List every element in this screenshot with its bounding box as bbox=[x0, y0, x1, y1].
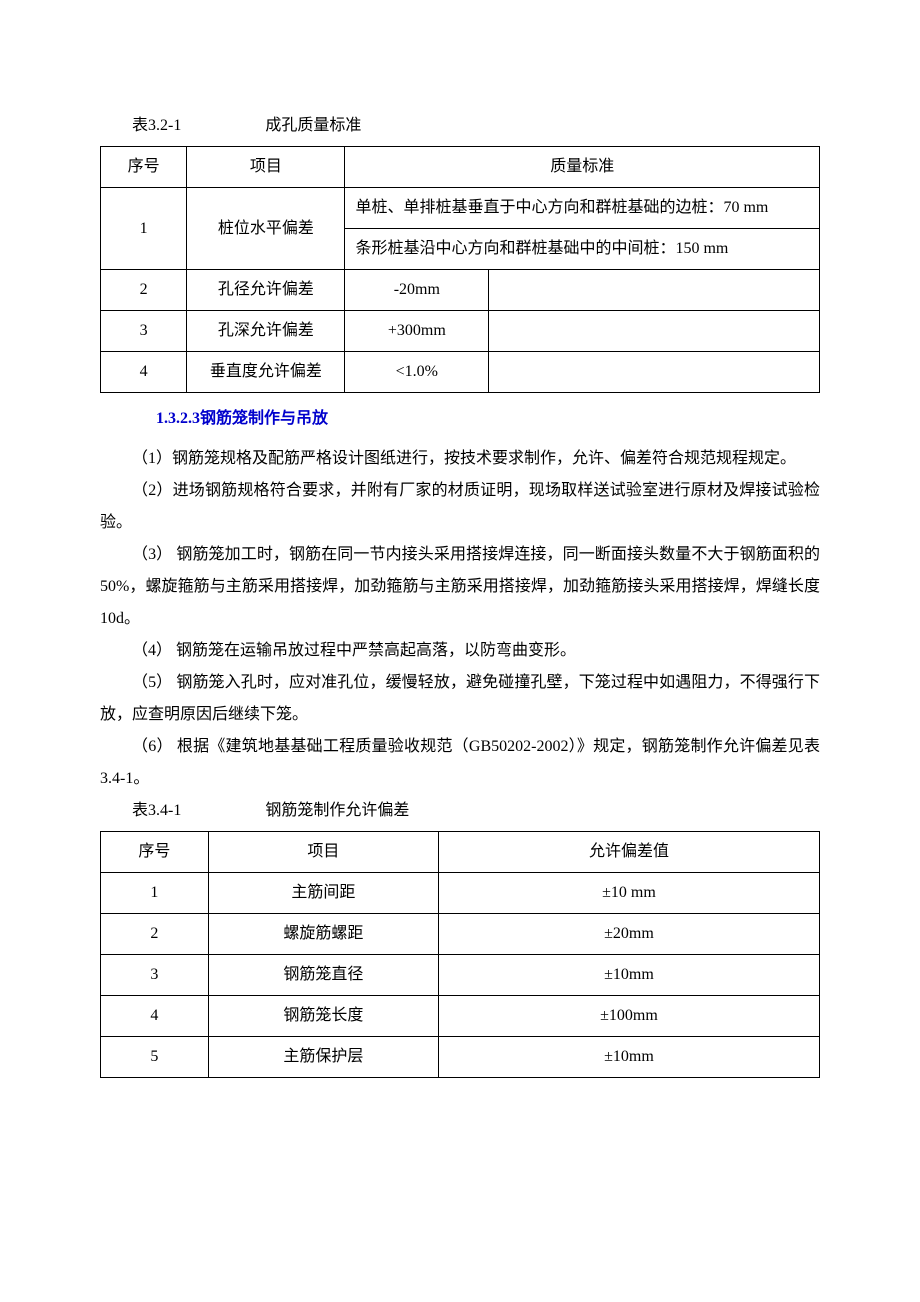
table1: 序号 项目 质量标准 1 桩位水平偏差 单桩、单排桩基垂直于中心方向和群桩基础的… bbox=[100, 146, 820, 393]
paragraph: （5） 钢筋笼入孔时，应对准孔位，缓慢轻放，避免碰撞孔壁，下笼过程中如遇阻力，不… bbox=[100, 667, 820, 731]
table2-caption: 表3.4-1 钢筋笼制作允许偏差 bbox=[100, 795, 820, 827]
table-row: 1 主筋间距 ±10 mm bbox=[101, 873, 820, 914]
t2-h3: 允许偏差值 bbox=[438, 832, 819, 873]
t1-r4-empty bbox=[489, 352, 820, 393]
table1-caption-num: 表3.2-1 bbox=[132, 117, 181, 134]
t2-r4-no: 4 bbox=[101, 996, 209, 1037]
table-row: 序号 项目 质量标准 bbox=[101, 147, 820, 188]
paragraph: （2）进场钢筋规格符合要求，并附有厂家的材质证明，现场取样送试验室进行原材及焊接… bbox=[100, 475, 820, 539]
table-row: 3 孔深允许偏差 +300mm bbox=[101, 311, 820, 352]
t1-r3-no: 3 bbox=[101, 311, 187, 352]
paragraph: （4） 钢筋笼在运输吊放过程中严禁高起高落，以防弯曲变形。 bbox=[100, 635, 820, 667]
t2-r3-item: 钢筋笼直径 bbox=[208, 955, 438, 996]
t1-r4-no: 4 bbox=[101, 352, 187, 393]
table-row: 2 螺旋筋螺距 ±20mm bbox=[101, 914, 820, 955]
table-row: 序号 项目 允许偏差值 bbox=[101, 832, 820, 873]
t2-r2-val: ±20mm bbox=[438, 914, 819, 955]
table2-caption-title: 钢筋笼制作允许偏差 bbox=[265, 802, 409, 819]
t2-r3-val: ±10mm bbox=[438, 955, 819, 996]
table2-caption-num: 表3.4-1 bbox=[132, 802, 181, 819]
paragraph: （6） 根据《建筑地基基础工程质量验收规范（GB50202-2002）》规定，钢… bbox=[100, 731, 820, 795]
table-row: 4 垂直度允许偏差 <1.0% bbox=[101, 352, 820, 393]
table-row: 1 桩位水平偏差 单桩、单排桩基垂直于中心方向和群桩基础的边桩：70 mm bbox=[101, 188, 820, 229]
section-heading: 1.3.2.3钢筋笼制作与吊放 bbox=[100, 403, 820, 435]
t2-h2: 项目 bbox=[208, 832, 438, 873]
t1-r3-std: +300mm bbox=[345, 311, 489, 352]
t2-h1: 序号 bbox=[101, 832, 209, 873]
t1-r2-std: -20mm bbox=[345, 270, 489, 311]
t1-r1-item: 桩位水平偏差 bbox=[187, 188, 345, 270]
t2-r4-item: 钢筋笼长度 bbox=[208, 996, 438, 1037]
document-page: 表3.2-1 成孔质量标准 序号 项目 质量标准 1 桩位水平偏差 单桩、单排桩… bbox=[0, 0, 920, 1302]
table-row: 5 主筋保护层 ±10mm bbox=[101, 1037, 820, 1078]
t2-r3-no: 3 bbox=[101, 955, 209, 996]
table1-h3: 质量标准 bbox=[345, 147, 820, 188]
table2: 序号 项目 允许偏差值 1 主筋间距 ±10 mm 2 螺旋筋螺距 ±20mm … bbox=[100, 831, 820, 1078]
table-row: 4 钢筋笼长度 ±100mm bbox=[101, 996, 820, 1037]
t2-r4-val: ±100mm bbox=[438, 996, 819, 1037]
t2-r5-item: 主筋保护层 bbox=[208, 1037, 438, 1078]
t2-r2-item: 螺旋筋螺距 bbox=[208, 914, 438, 955]
table-row: 2 孔径允许偏差 -20mm bbox=[101, 270, 820, 311]
t1-r2-no: 2 bbox=[101, 270, 187, 311]
t1-r1-std-a: 单桩、单排桩基垂直于中心方向和群桩基础的边桩：70 mm bbox=[345, 188, 820, 229]
table-row: 3 钢筋笼直径 ±10mm bbox=[101, 955, 820, 996]
t1-r2-item: 孔径允许偏差 bbox=[187, 270, 345, 311]
t2-r1-item: 主筋间距 bbox=[208, 873, 438, 914]
paragraph: （1）钢筋笼规格及配筋严格设计图纸进行，按技术要求制作，允许、偏差符合规范规程规… bbox=[100, 443, 820, 475]
t1-r1-std-b: 条形桩基沿中心方向和群桩基础中的中间桩：150 mm bbox=[345, 229, 820, 270]
table1-caption: 表3.2-1 成孔质量标准 bbox=[100, 110, 820, 142]
table1-h1: 序号 bbox=[101, 147, 187, 188]
table1-caption-title: 成孔质量标准 bbox=[265, 117, 361, 134]
t2-r1-val: ±10 mm bbox=[438, 873, 819, 914]
t1-r4-std: <1.0% bbox=[345, 352, 489, 393]
t2-r2-no: 2 bbox=[101, 914, 209, 955]
t1-r3-item: 孔深允许偏差 bbox=[187, 311, 345, 352]
t2-r1-no: 1 bbox=[101, 873, 209, 914]
t1-r3-empty bbox=[489, 311, 820, 352]
t1-r2-empty bbox=[489, 270, 820, 311]
t1-r1-no: 1 bbox=[101, 188, 187, 270]
t2-r5-no: 5 bbox=[101, 1037, 209, 1078]
table1-h2: 项目 bbox=[187, 147, 345, 188]
paragraph: （3） 钢筋笼加工时，钢筋在同一节内接头采用搭接焊连接，同一断面接头数量不大于钢… bbox=[100, 539, 820, 635]
t2-r5-val: ±10mm bbox=[438, 1037, 819, 1078]
t1-r4-item: 垂直度允许偏差 bbox=[187, 352, 345, 393]
